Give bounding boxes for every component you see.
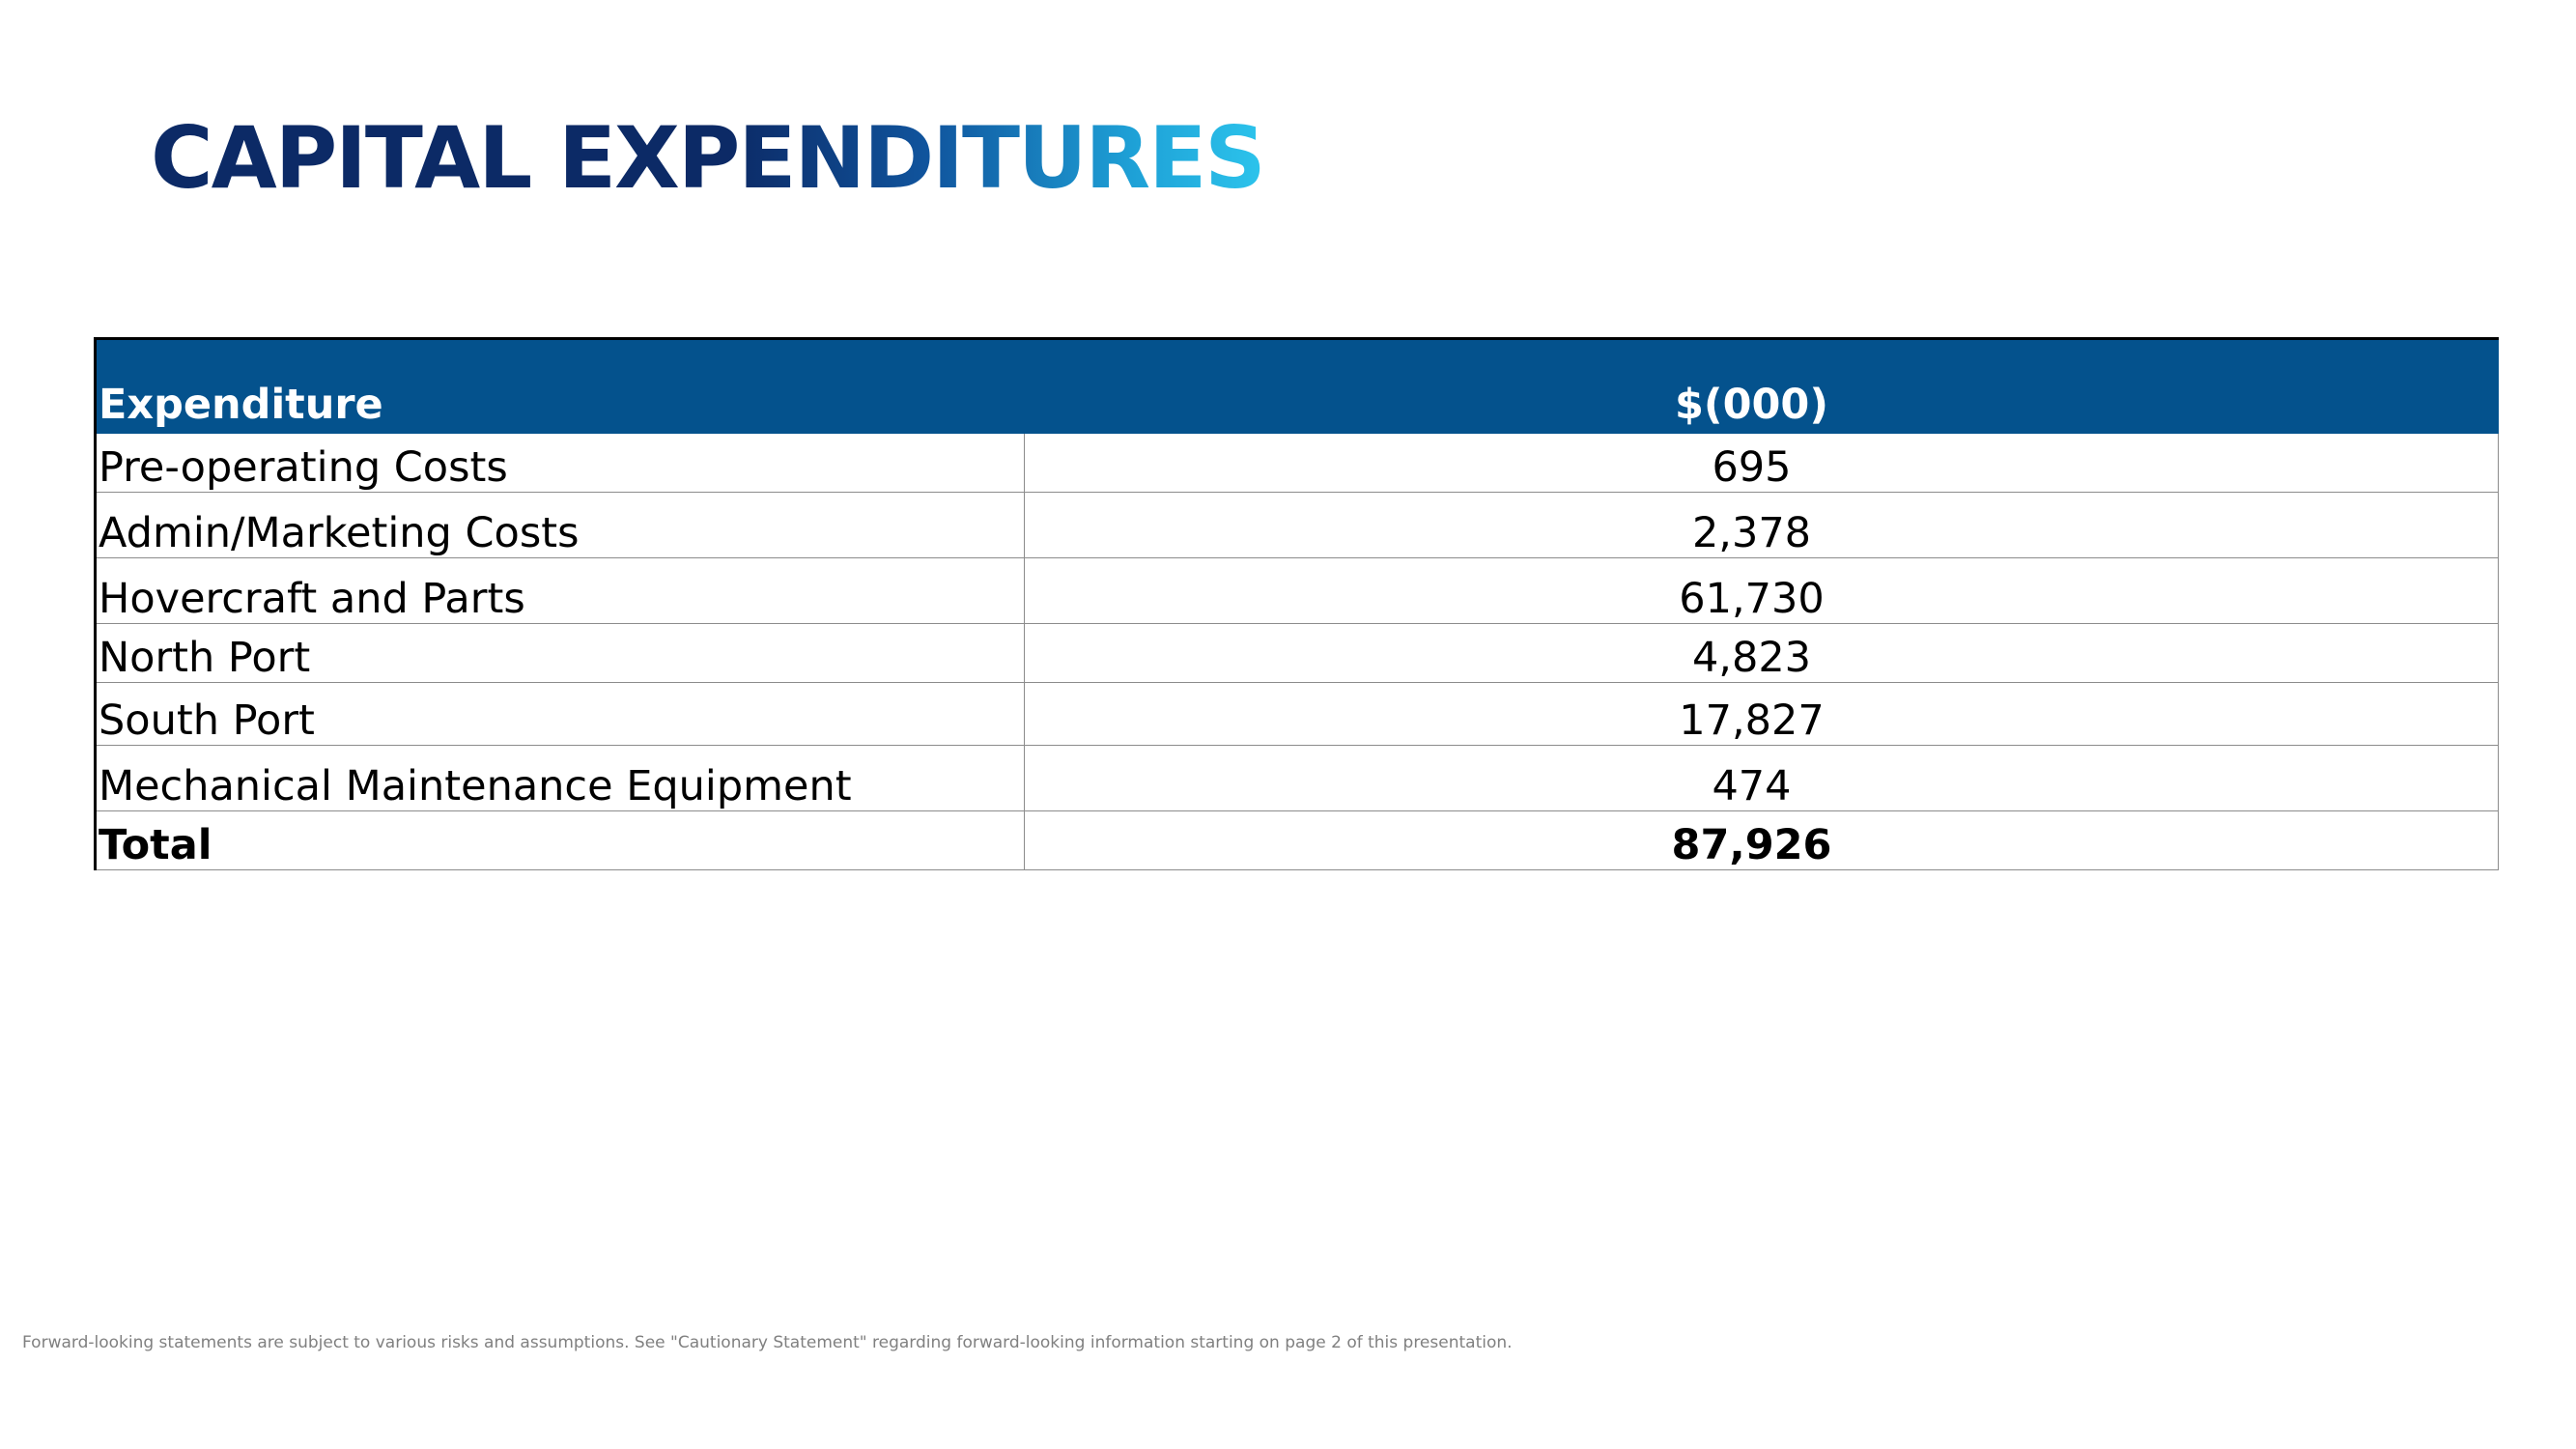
total-value: 87,926 — [1024, 810, 2499, 870]
row-value: 4,823 — [1024, 623, 2499, 683]
column-header-expenditure: Expenditure — [94, 337, 1025, 434]
row-label: North Port — [94, 623, 1025, 683]
row-value: 17,827 — [1024, 682, 2499, 746]
row-value: 474 — [1024, 745, 2499, 811]
table-header-row: Expenditure $(000) — [94, 337, 2499, 434]
table-row: North Port 4,823 — [94, 623, 2499, 683]
table-row: Pre-operating Costs 695 — [94, 433, 2499, 493]
table-row: South Port 17,827 — [94, 682, 2499, 746]
capex-table: Expenditure $(000) Pre-operating Costs 6… — [94, 337, 2499, 870]
row-label: Hovercraft and Parts — [94, 557, 1025, 624]
column-header-amount: $(000) — [1024, 337, 2499, 434]
row-value: 2,378 — [1024, 492, 2499, 558]
table-row: Mechanical Maintenance Equipment 474 — [94, 745, 2499, 811]
table-row: Hovercraft and Parts 61,730 — [94, 557, 2499, 624]
row-label: Mechanical Maintenance Equipment — [94, 745, 1025, 811]
row-label: Pre-operating Costs — [94, 433, 1025, 493]
disclaimer-footnote: Forward-looking statements are subject t… — [22, 1333, 1513, 1352]
table-row: Admin/Marketing Costs 2,378 — [94, 492, 2499, 558]
total-row: Total 87,926 — [94, 810, 2499, 870]
row-value: 695 — [1024, 433, 2499, 493]
total-label: Total — [94, 810, 1025, 870]
row-label: South Port — [94, 682, 1025, 746]
row-label: Admin/Marketing Costs — [94, 492, 1025, 558]
row-value: 61,730 — [1024, 557, 2499, 624]
slide-title: CAPITAL EXPENDITURES — [151, 100, 1266, 216]
